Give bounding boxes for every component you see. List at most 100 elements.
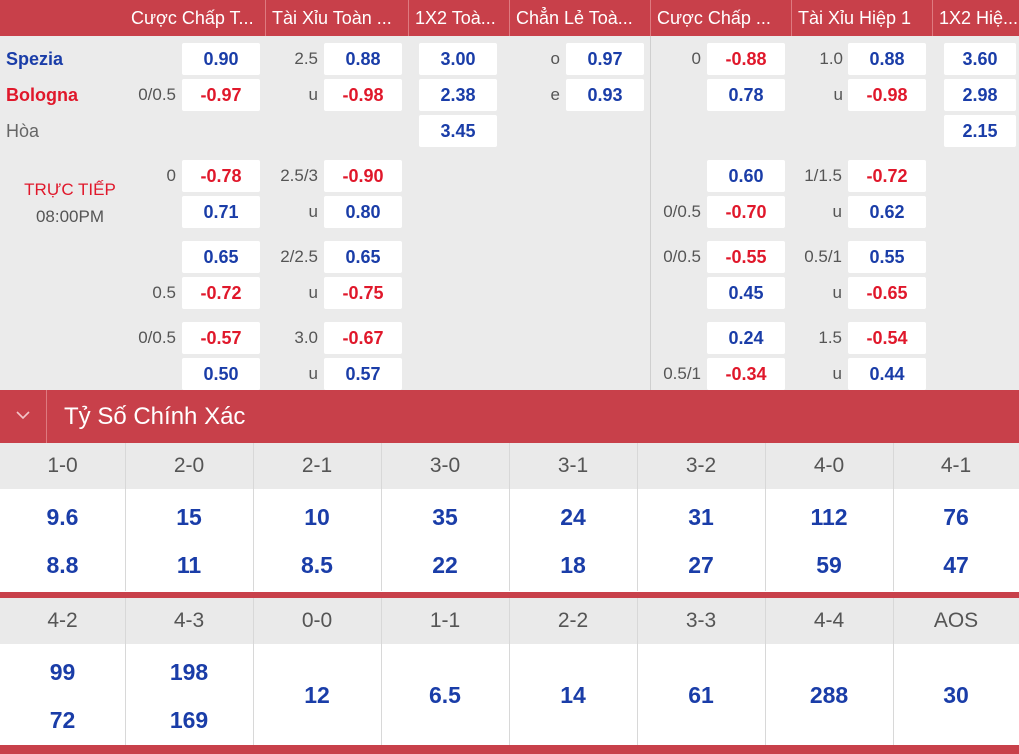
col-header-h1-handicap[interactable]: Cược Chấp ... <box>657 8 771 28</box>
score-odds-cell[interactable]: 47 <box>943 552 969 578</box>
odds-cell[interactable]: 0.80 <box>324 196 402 228</box>
score-odds-cell[interactable]: 8.5 <box>301 552 333 578</box>
odds-cell[interactable]: 0.71 <box>182 196 260 228</box>
score-odds-cell[interactable]: 14 <box>560 682 586 708</box>
odds-cell[interactable]: 0.60 <box>707 160 785 192</box>
match-time: 08:00PM <box>35 207 105 226</box>
odds-cell[interactable]: 0.88 <box>324 43 402 75</box>
odds-cell[interactable]: -0.98 <box>848 79 926 111</box>
odds-cell[interactable]: -0.97 <box>182 79 260 111</box>
odds-cell[interactable]: 0.88 <box>848 43 926 75</box>
score-odds-cell[interactable]: 30 <box>943 682 969 708</box>
odds-cell[interactable]: 0.55 <box>848 241 926 273</box>
odds-cell[interactable]: 0.45 <box>707 277 785 309</box>
column-divider <box>125 443 126 591</box>
odds-cell[interactable]: 0.65 <box>182 241 260 273</box>
col-header-handicap[interactable]: Cược Chấp T... <box>131 8 254 28</box>
column-divider <box>253 598 254 746</box>
odds-cell[interactable]: -0.78 <box>182 160 260 192</box>
odds-cell[interactable]: -0.34 <box>707 358 785 390</box>
under-label: u <box>832 364 842 383</box>
odds-cell[interactable]: 0.93 <box>566 79 644 111</box>
score-label: 3-3 <box>637 598 765 644</box>
h1-handicap-line <box>651 160 701 192</box>
odds-cell[interactable]: 3.00 <box>419 43 497 75</box>
score-label: 2-2 <box>509 598 637 644</box>
score-label: 2-1 <box>253 443 381 489</box>
score-odds-cell[interactable]: 72 <box>49 707 76 733</box>
odds-cell[interactable]: -0.75 <box>324 277 402 309</box>
column-divider <box>893 598 894 746</box>
score-odds-cell[interactable]: 169 <box>169 707 209 733</box>
h1-handicap-line <box>651 277 701 309</box>
odds-cell[interactable]: 2.98 <box>944 79 1016 111</box>
odds-cell[interactable]: 0.24 <box>707 322 785 354</box>
chevron-down-icon <box>16 411 30 420</box>
odds-cell[interactable]: 0.44 <box>848 358 926 390</box>
h1-handicap-line: 0.5/1 <box>663 364 701 383</box>
column-divider <box>381 598 382 746</box>
score-odds-cell[interactable]: 8.8 <box>46 552 79 578</box>
odds-cell[interactable]: 0.78 <box>707 79 785 111</box>
col-header-1x2[interactable]: 1X2 Toà... <box>415 8 496 28</box>
score-label: 3-2 <box>637 443 765 489</box>
column-divider <box>125 598 126 746</box>
odds-cell[interactable]: -0.57 <box>182 322 260 354</box>
col-header-odd-even[interactable]: Chẳn Lẻ Toà... <box>516 8 633 28</box>
under-label: u <box>308 364 318 383</box>
odds-cell[interactable]: 0.65 <box>324 241 402 273</box>
score-odds-cell[interactable]: 15 <box>176 504 202 530</box>
odds-cell[interactable]: 0.62 <box>848 196 926 228</box>
odds-cell[interactable]: -0.72 <box>848 160 926 192</box>
score-odds-cell[interactable]: 198 <box>169 659 209 685</box>
score-odds-cell[interactable]: 27 <box>688 552 714 578</box>
collapse-toggle[interactable] <box>0 390 47 443</box>
col-header-over-under[interactable]: Tài Xỉu Toàn ... <box>272 8 392 28</box>
row-separator <box>0 592 1019 598</box>
score-odds-cell[interactable]: 10 <box>304 504 330 530</box>
odds-cell[interactable]: 0.90 <box>182 43 260 75</box>
odds-cell[interactable]: 3.60 <box>944 43 1016 75</box>
score-odds-cell[interactable]: 61 <box>688 682 714 708</box>
score-odds-cell[interactable]: 22 <box>432 552 458 578</box>
score-label: 4-2 <box>0 598 125 644</box>
handicap-line: 0 <box>166 166 176 185</box>
odds-cell[interactable]: 2.15 <box>944 115 1016 147</box>
odds-cell[interactable]: -0.55 <box>707 241 785 273</box>
score-odds-cell[interactable]: 35 <box>432 504 458 530</box>
odds-cell[interactable]: -0.70 <box>707 196 785 228</box>
score-odds-cell[interactable]: 18 <box>560 552 586 578</box>
score-odds-cell[interactable]: 9.6 <box>46 504 79 530</box>
odds-cell[interactable]: -0.90 <box>324 160 402 192</box>
odds-cell[interactable]: -0.65 <box>848 277 926 309</box>
score-odds-cell[interactable]: 99 <box>49 659 76 685</box>
odds-cell[interactable]: 2.38 <box>419 79 497 111</box>
odds-cell[interactable]: 0.97 <box>566 43 644 75</box>
score-odds-cell[interactable]: 31 <box>688 504 714 530</box>
col-header-h1-over-under[interactable]: Tài Xỉu Hiệp 1 <box>798 8 912 28</box>
odds-cell[interactable]: -0.67 <box>324 322 402 354</box>
col-header-h1-1x2[interactable]: 1X2 Hiệ... <box>939 8 1019 28</box>
odd-label: o <box>550 49 560 68</box>
odds-cell[interactable]: 0.50 <box>182 358 260 390</box>
score-label: 3-1 <box>509 443 637 489</box>
score-odds-cell[interactable]: 288 <box>809 682 849 708</box>
ou-line: 2.5/3 <box>280 166 318 185</box>
correct-score-section-header[interactable]: Tỷ Số Chính Xác <box>0 390 1019 443</box>
odds-cell[interactable]: 0.57 <box>324 358 402 390</box>
score-odds-cell[interactable]: 6.5 <box>429 682 461 708</box>
odds-cell[interactable]: 3.45 <box>419 115 497 147</box>
odds-header: Cược Chấp T... Tài Xỉu Toàn ... 1X2 Toà.… <box>0 0 1019 36</box>
odds-cell[interactable]: -0.88 <box>707 43 785 75</box>
column-divider <box>509 598 510 746</box>
score-odds-cell[interactable]: 76 <box>943 504 969 530</box>
score-odds-cell[interactable]: 24 <box>560 504 586 530</box>
score-odds-cell[interactable]: 59 <box>816 552 842 578</box>
odds-cell[interactable]: -0.98 <box>324 79 402 111</box>
score-odds-cell[interactable]: 11 <box>176 552 202 578</box>
score-odds-cell[interactable]: 112 <box>810 504 848 530</box>
odds-cell[interactable]: -0.54 <box>848 322 926 354</box>
score-odds-cell[interactable]: 12 <box>304 682 330 708</box>
under-label: u <box>308 202 318 221</box>
odds-cell[interactable]: -0.72 <box>182 277 260 309</box>
